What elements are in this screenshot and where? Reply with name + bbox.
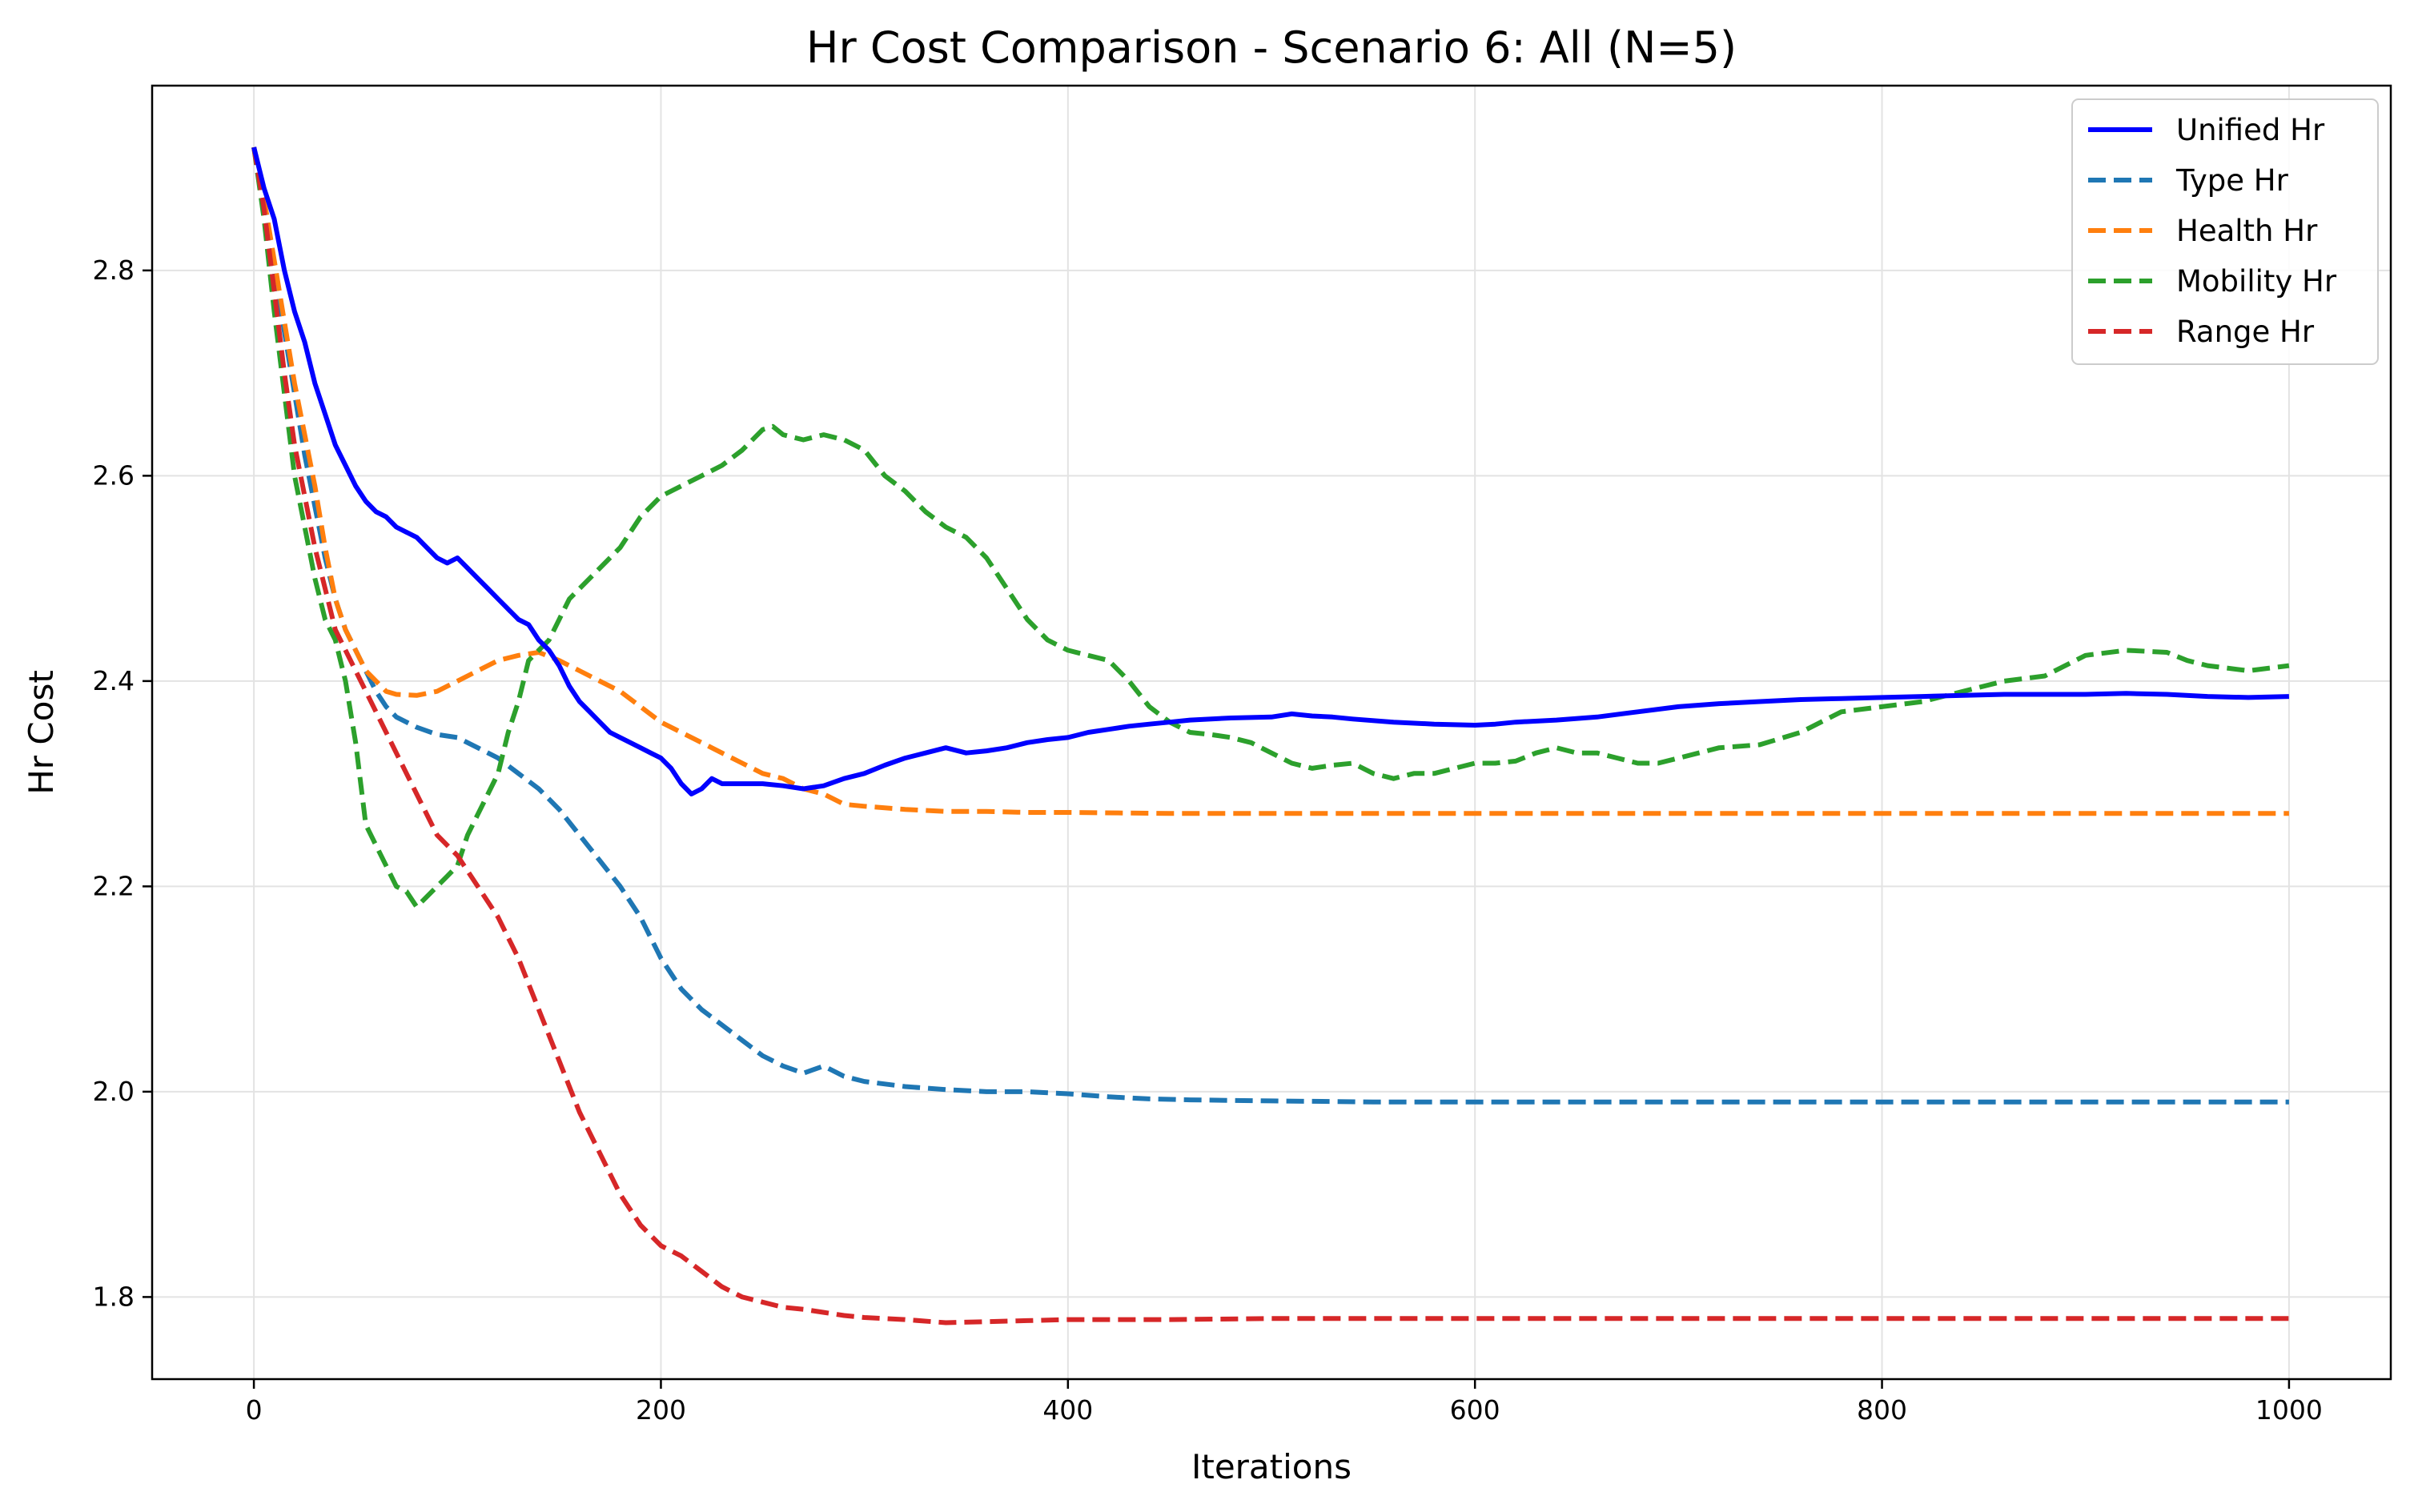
y-tick-label: 1.8 bbox=[93, 1281, 135, 1312]
series-line-range-hr bbox=[251, 146, 2289, 1326]
legend: Unified Hr Type Hr Health Hr Mobility Hr… bbox=[2071, 98, 2379, 365]
y-tick-label: 2.6 bbox=[93, 459, 135, 491]
x-tick-label: 0 bbox=[246, 1394, 263, 1426]
legend-label-range-hr: Range Hr bbox=[2176, 315, 2315, 349]
x-tick-label: 1000 bbox=[2255, 1394, 2323, 1426]
x-tick-label: 200 bbox=[636, 1394, 686, 1426]
tick-layer: 0 200 400 600 800 1000 1.8 2.0 2.2 2.4 2.6 2.8 bbox=[93, 255, 2323, 1426]
y-tick-label: 2.4 bbox=[93, 665, 135, 696]
legend-box bbox=[2071, 98, 2379, 365]
x-tick-label: 600 bbox=[1450, 1394, 1500, 1426]
series-line-unified-hr bbox=[251, 146, 2289, 796]
x-axis-label: Iterations bbox=[1191, 1447, 1352, 1486]
series-line-health-hr bbox=[251, 146, 2289, 816]
legend-label-unified-hr: Unified Hr bbox=[2176, 113, 2325, 147]
y-tick-label: 2.0 bbox=[93, 1076, 135, 1107]
series-layer bbox=[251, 146, 2290, 1326]
plot-frame bbox=[151, 84, 2392, 1381]
x-tick-label: 400 bbox=[1042, 1394, 1093, 1426]
legend-label-type-hr: Type Hr bbox=[2175, 163, 2289, 198]
series-line-type-hr bbox=[251, 146, 2289, 1105]
x-tick-label: 800 bbox=[1857, 1394, 1907, 1426]
legend-label-mobility-hr: Mobility Hr bbox=[2176, 264, 2337, 299]
y-tick-label: 2.8 bbox=[93, 255, 135, 286]
y-tick-label: 2.2 bbox=[93, 870, 135, 901]
series-line-mobility-hr bbox=[251, 146, 2290, 909]
legend-label-health-hr: Health Hr bbox=[2176, 214, 2318, 248]
y-axis-label: Hr Cost bbox=[22, 670, 61, 795]
chart-title: Hr Cost Comparison - Scenario 6: All (N=… bbox=[806, 22, 1737, 73]
